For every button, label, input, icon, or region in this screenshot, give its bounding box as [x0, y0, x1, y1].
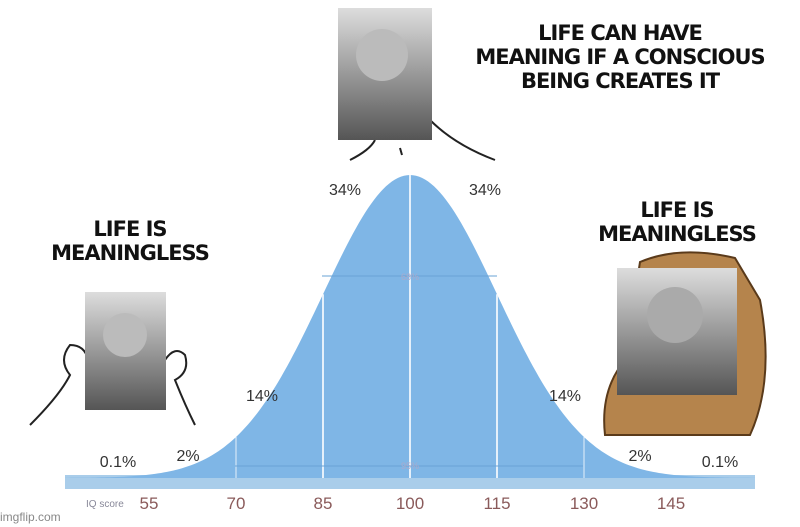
percent-label: 14% [246, 388, 278, 405]
watermark: imgflip.com [0, 510, 61, 524]
bell-curve: 68% 95% [65, 175, 755, 478]
photo-face [103, 313, 147, 357]
axis-tick: 55 [140, 494, 159, 513]
inner-label: 95% [401, 461, 419, 471]
axis-tick: 85 [314, 494, 333, 513]
caption-line: MEANINGLESS [51, 241, 209, 265]
axis-tick: 70 [227, 494, 246, 513]
axis-tick: 115 [483, 494, 510, 513]
percent-label: 14% [549, 388, 581, 405]
caption-line: LIFE IS [640, 198, 713, 222]
caption-line: MEANING IF A CONSCIOUS [475, 45, 764, 69]
caption-line: BEING CREATES IT [521, 69, 721, 93]
inner-label: 68% [401, 272, 419, 282]
sketch-middle [349, 119, 496, 161]
percent-label: 2% [628, 448, 651, 465]
caption-line: MEANINGLESS [598, 222, 756, 246]
axis-tick: 145 [657, 494, 685, 513]
photo-face [647, 287, 703, 343]
axis-tick: 100 [396, 494, 424, 513]
axis-label: IQ score [86, 499, 124, 510]
photo-face [356, 29, 408, 81]
percent-label: 34% [329, 182, 361, 199]
percent-label: 2% [176, 448, 199, 465]
percent-label: 0.1% [702, 454, 738, 471]
percent-label: 34% [469, 182, 501, 199]
sketch-left [29, 343, 196, 426]
caption-line: LIFE CAN HAVE [538, 21, 702, 45]
axis-tick: 130 [570, 494, 598, 513]
percent-label: 0.1% [100, 454, 136, 471]
caption-line: LIFE IS [93, 217, 166, 241]
axis-strip [65, 475, 755, 489]
